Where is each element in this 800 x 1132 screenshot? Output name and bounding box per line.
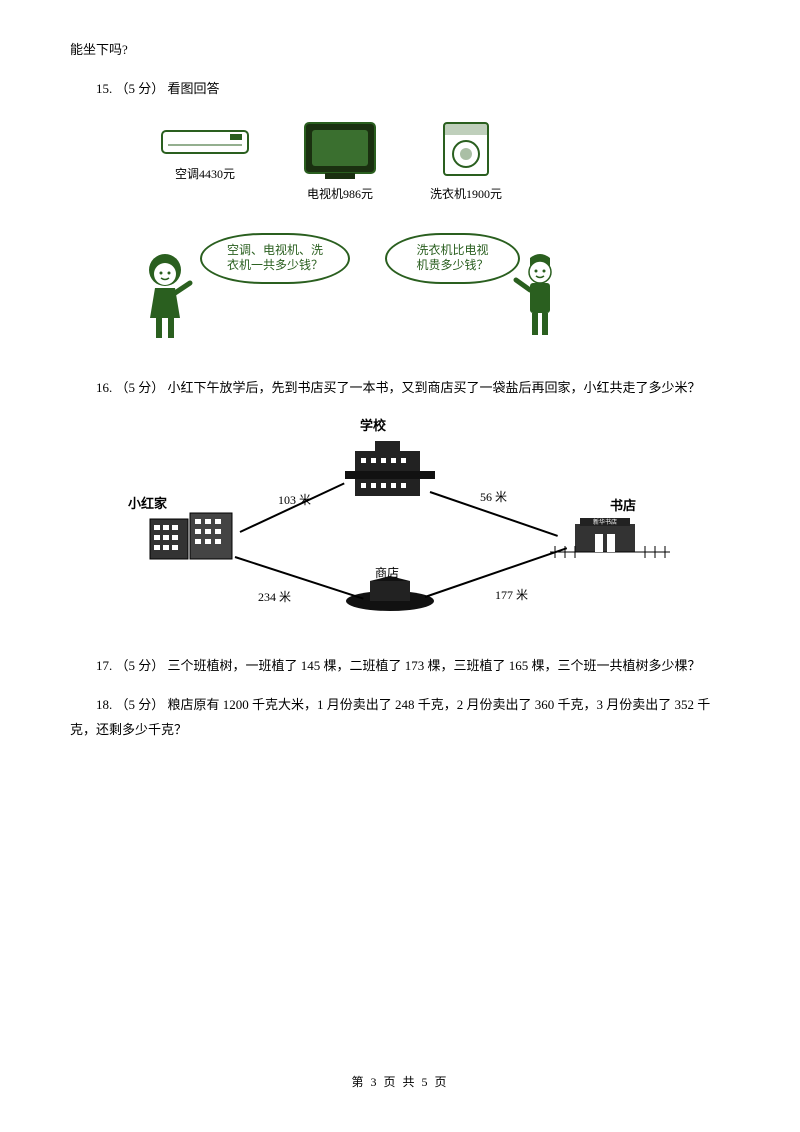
ac-label: 空调4430元 xyxy=(175,167,235,181)
q17-num: 17. xyxy=(96,658,112,673)
speech-bubble-1: 空调、电视机、洗 衣机一共多少钱？ xyxy=(200,233,350,284)
tv-icon xyxy=(300,118,380,183)
dist-shop-store: 177 米 xyxy=(495,586,528,605)
shop-icon xyxy=(345,576,435,611)
label-bookstore: 书店 xyxy=(610,496,636,517)
q16-num: 16. xyxy=(96,380,112,395)
label-school: 学校 xyxy=(360,416,386,437)
child-left xyxy=(130,248,200,355)
q16-text: 小红下午放学后，先到书店买了一本书，又到商店买了一袋盐后再回家，小红共走了多少米… xyxy=(168,380,701,395)
question-18-line1: 18. （5 分） 粮店原有 1200 千克大米，1 月份卖出了 248 千克，… xyxy=(70,695,730,716)
building-bookstore: 新华书店 xyxy=(550,516,670,573)
ac-icon xyxy=(160,123,250,163)
figure-map: 学校 小红家 书店 商店 xyxy=(110,416,670,636)
appliance-tv: 电视机986元 xyxy=(300,118,380,204)
q15-num: 15. xyxy=(96,81,112,96)
page-fragment-top: 能坐下吗? xyxy=(70,40,730,61)
school-icon xyxy=(345,436,435,506)
dist-home-shop: 234 米 xyxy=(258,588,291,607)
appliance-ac: 空调4430元 xyxy=(160,123,250,184)
page-footer: 第 3 页 共 5 页 xyxy=(0,1073,800,1092)
washer-icon xyxy=(436,118,496,183)
q17-text: 三个班植树，一班植了 145 棵，二班植了 173 棵，三班植了 165 棵，三… xyxy=(168,658,701,673)
question-18-line2: 克，还剩多少千克？ xyxy=(70,720,730,741)
child-right xyxy=(510,248,570,355)
building-school xyxy=(345,436,435,513)
q17-pts: （5 分） xyxy=(116,658,165,673)
q18-text1: 粮店原有 1200 千克大米，1 月份卖出了 248 千克，2 月份卖出了 36… xyxy=(168,697,711,712)
q15-pts: （5 分） xyxy=(116,81,165,96)
bookstore-icon: 新华书店 xyxy=(550,516,670,566)
washer-label: 洗衣机1900元 xyxy=(430,187,502,201)
q16-pts: （5 分） xyxy=(116,380,165,395)
building-home xyxy=(145,511,240,573)
q15-text: 看图回答 xyxy=(168,81,220,96)
appliance-washer: 洗衣机1900元 xyxy=(430,118,502,204)
figure-appliances: 空调4430元 电视机986元 洗衣机1900元 空调、电视机、洗 衣机一共多少… xyxy=(130,118,560,358)
question-16: 16. （5 分） 小红下午放学后，先到书店买了一本书，又到商店买了一袋盐后再回… xyxy=(70,378,730,399)
bubble1-line2: 衣机一共多少钱？ xyxy=(227,258,323,272)
bubble2-line1: 洗衣机比电视 xyxy=(416,243,488,257)
svg-text:新华书店: 新华书店 xyxy=(593,518,617,526)
q18-pts: （5 分） xyxy=(116,697,165,712)
dist-home-school: 103 米 xyxy=(278,491,311,510)
bubble1-line1: 空调、电视机、洗 xyxy=(227,243,323,257)
q18-num: 18. xyxy=(96,697,112,712)
boy-icon xyxy=(510,248,570,348)
tv-label: 电视机986元 xyxy=(307,187,373,201)
speech-bubble-2: 洗衣机比电视 机贵多少钱？ xyxy=(385,233,520,284)
girl-icon xyxy=(130,248,200,348)
home-icon xyxy=(145,511,240,566)
dist-school-store: 56 米 xyxy=(480,488,507,507)
question-15: 15. （5 分） 看图回答 xyxy=(70,79,730,100)
bubble2-line2: 机贵多少钱？ xyxy=(416,258,488,272)
question-17: 17. （5 分） 三个班植树，一班植了 145 棵，二班植了 173 棵，三班… xyxy=(70,656,730,677)
